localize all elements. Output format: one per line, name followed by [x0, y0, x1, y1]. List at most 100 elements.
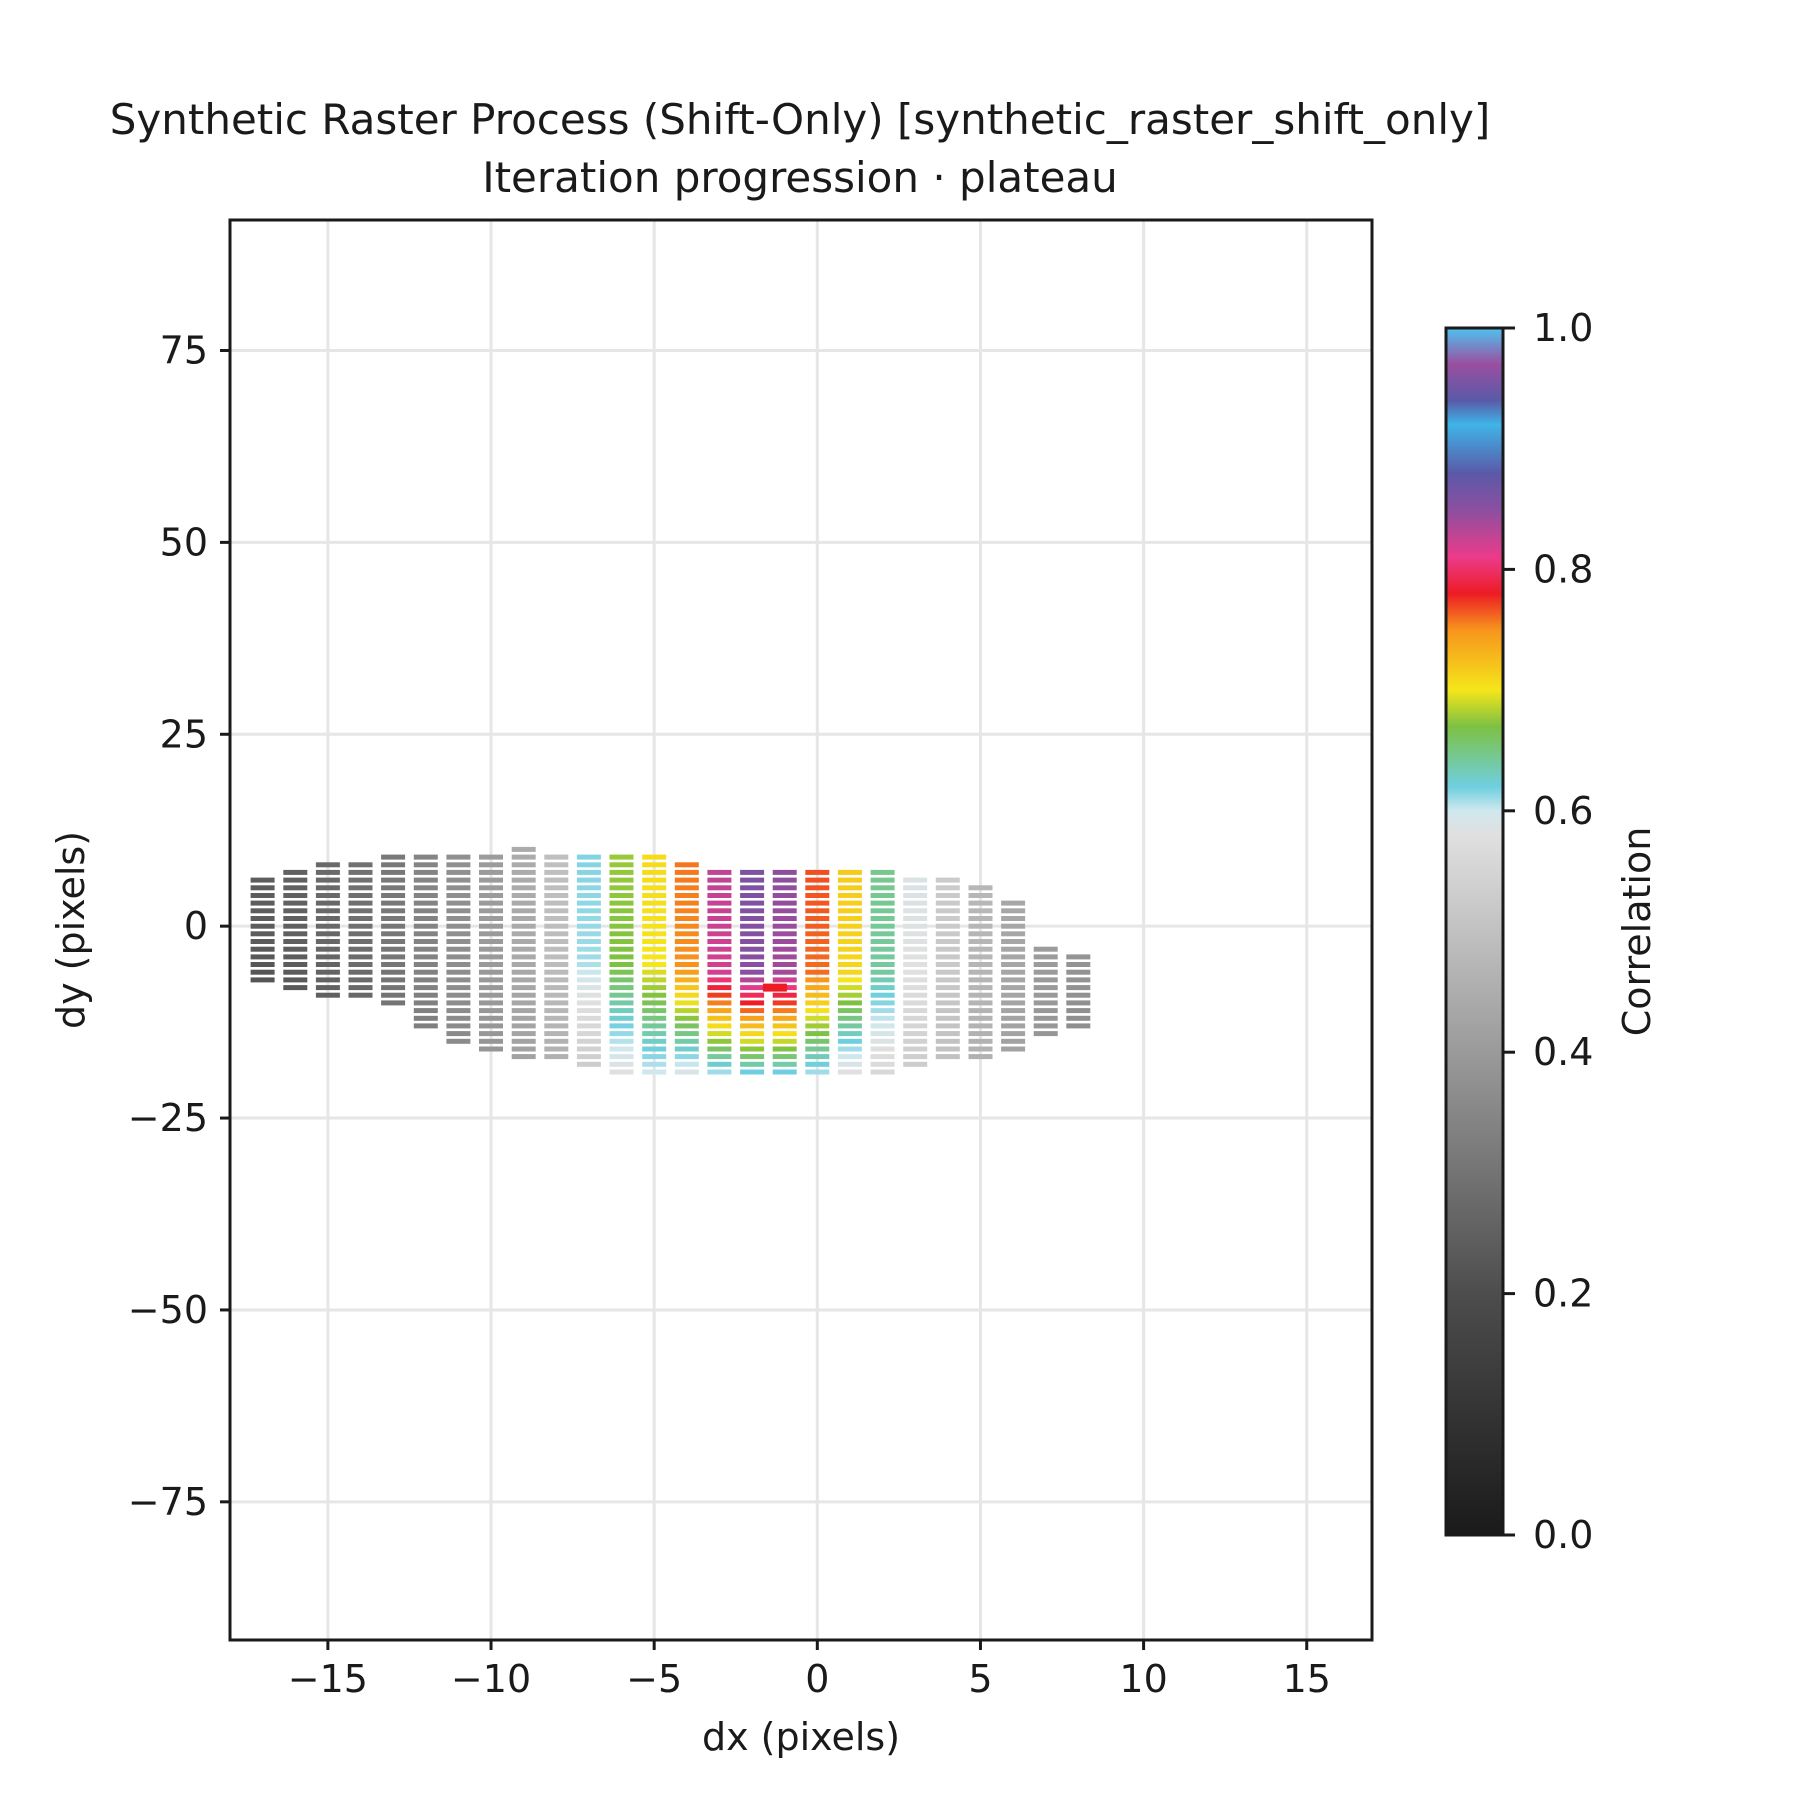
heatmap-cell	[674, 1054, 699, 1060]
heatmap-cell	[903, 969, 928, 975]
heatmap-cell	[446, 992, 471, 998]
heatmap-cell	[381, 992, 406, 998]
heatmap-cell	[283, 946, 308, 952]
heatmap-cell	[805, 992, 830, 998]
heatmap-cell	[446, 854, 471, 860]
heatmap-cell	[544, 946, 569, 952]
heatmap-cell	[642, 977, 667, 983]
heatmap-cell	[413, 900, 438, 906]
heatmap-cell	[1033, 977, 1058, 983]
heatmap-cell	[805, 1023, 830, 1029]
heatmap-cell	[740, 1069, 765, 1075]
heatmap-cell	[805, 931, 830, 937]
heatmap-cell	[805, 946, 830, 952]
heatmap-cell	[772, 969, 797, 975]
heatmap-cell	[903, 1046, 928, 1052]
heatmap-cell	[1066, 977, 1091, 983]
heatmap-cell	[1033, 1015, 1058, 1021]
heatmap-cell	[870, 1000, 895, 1006]
heatmap-cell	[1001, 900, 1026, 906]
heatmap-cell	[837, 1031, 862, 1037]
heatmap-cell	[348, 931, 373, 937]
heatmap-cell	[609, 931, 634, 937]
y-axis-label: dy (pixels)	[49, 831, 93, 1029]
heatmap-cell	[576, 916, 601, 921]
heatmap-cell	[1001, 1000, 1026, 1006]
heatmap-cell	[283, 977, 308, 983]
heatmap-cell	[740, 885, 765, 891]
heatmap-cell	[772, 962, 797, 967]
heatmap-cell	[609, 854, 634, 860]
heatmap-cell	[642, 923, 667, 929]
heatmap-cell	[511, 1008, 536, 1014]
heatmap-cell	[740, 916, 765, 921]
heatmap-cell	[250, 939, 275, 944]
heatmap-cell	[837, 1061, 862, 1067]
colorbar	[1444, 326, 1505, 1537]
heatmap-cell	[837, 923, 862, 929]
heatmap-cell	[544, 939, 569, 944]
colorbar-ticks: 0.0 0.2 0.4 0.6 0.8 1.0	[1503, 306, 1593, 1557]
heatmap-cell	[479, 977, 503, 983]
heatmap-cell	[479, 885, 503, 891]
heatmap-cell	[413, 854, 438, 860]
heatmap-cell	[935, 1008, 960, 1014]
heatmap-cell	[609, 877, 634, 883]
heatmap-cell	[576, 1023, 601, 1029]
heatmap-cell	[968, 931, 993, 937]
heatmap-cell	[837, 939, 862, 944]
heatmap-cell	[250, 977, 275, 983]
heatmap-cell	[446, 877, 471, 883]
heatmap-cell	[348, 893, 373, 898]
heatmap-cell	[805, 916, 830, 921]
heatmap-cell	[609, 900, 634, 906]
heatmap-cell	[348, 916, 373, 921]
heatmap-cell	[576, 969, 601, 975]
heatmap-cell	[707, 908, 732, 914]
heatmap-cell	[707, 877, 732, 883]
heatmap-cell	[413, 962, 438, 967]
heatmap-cell	[446, 908, 471, 914]
heatmap-cell	[576, 954, 601, 960]
heatmap-cell	[446, 900, 471, 906]
heatmap-cell	[870, 939, 895, 944]
heatmap-cell	[544, 885, 569, 891]
heatmap-cell	[609, 1038, 634, 1044]
heatmap-cell	[642, 854, 667, 860]
heatmap-cell	[479, 1023, 503, 1029]
chart-title: Synthetic Raster Process (Shift-Only) [s…	[110, 95, 1491, 144]
heatmap-cell	[1033, 992, 1058, 998]
heatmap-cell	[381, 877, 406, 883]
heatmap-cell	[446, 1023, 471, 1029]
heatmap-cell	[413, 985, 438, 991]
heatmap-cell	[544, 1023, 569, 1029]
heatmap-cell	[381, 854, 406, 860]
heatmap-cell	[837, 1046, 862, 1052]
heatmap-cell	[740, 869, 765, 875]
heatmap-cell	[544, 969, 569, 975]
heatmap-cell	[511, 939, 536, 944]
heatmap-cell	[1001, 1031, 1026, 1037]
heatmap-cell	[837, 977, 862, 983]
heatmap-cell	[479, 962, 503, 967]
heatmap-cell	[740, 1015, 765, 1021]
heatmap-cell	[805, 1054, 830, 1060]
heatmap-cell	[740, 1031, 765, 1037]
heatmap-cell	[413, 885, 438, 891]
heatmap-cell	[707, 869, 732, 875]
heatmap-cell	[642, 954, 667, 960]
heatmap-cell	[707, 1008, 732, 1014]
heatmap-cell	[740, 1046, 765, 1052]
heatmap-cell	[315, 969, 340, 975]
heatmap-cell	[837, 954, 862, 960]
heatmap-cell	[805, 885, 830, 891]
heatmap-cell	[968, 946, 993, 952]
heatmap-cell	[609, 862, 634, 868]
heatmap-cell	[772, 954, 797, 960]
heatmap-cell	[511, 1038, 536, 1044]
heatmap-cell	[609, 977, 634, 983]
heatmap-cell	[642, 1031, 667, 1037]
heatmap-cell	[576, 1054, 601, 1060]
heatmap-cell	[935, 985, 960, 991]
heatmap-cell	[479, 931, 503, 937]
